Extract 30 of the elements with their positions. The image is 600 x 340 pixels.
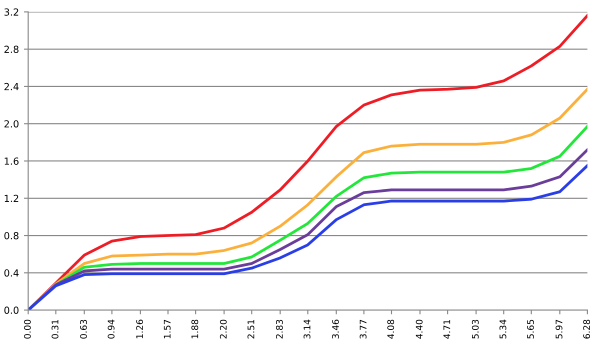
y-tick-label: 0.8	[4, 232, 19, 240]
y-tick-label: 3.2	[4, 8, 18, 16]
x-tick-label: 3.77	[360, 320, 367, 339]
x-tick-label: 2.51	[247, 320, 254, 339]
x-tick-label: 5.65	[527, 320, 534, 339]
x-tick-label: 0.00	[24, 320, 31, 339]
y-tick-label: 2.8	[4, 46, 19, 54]
x-tick-label: 0.94	[108, 320, 115, 339]
y-tick-label: 2.4	[4, 82, 19, 90]
x-tick-label: 1.26	[136, 320, 144, 338]
x-tick-label: 5.97	[556, 320, 562, 339]
y-tick-label: 0.0	[4, 306, 19, 314]
x-tick-label: 3.14	[304, 320, 310, 339]
x-tick-label: 4.40	[416, 320, 423, 339]
y-tick-label: 1.6	[4, 157, 19, 165]
y-tick-label: 0.4	[4, 269, 19, 277]
x-tick-label: 4.71	[444, 320, 450, 339]
x-tick-label: 0.31	[52, 320, 58, 339]
x-tick-label: 0.63	[80, 320, 87, 339]
x-tick-label: 1.57	[164, 320, 171, 338]
x-tick-label: 3.46	[332, 320, 339, 339]
x-tick-label: 2.83	[276, 320, 283, 339]
x-tick-label: 5.03	[472, 320, 479, 339]
x-tick-label: 1.88	[191, 320, 198, 338]
x-tick-label: 6.28	[583, 320, 590, 339]
y-tick-label: 1.2	[4, 194, 18, 202]
x-tick-label: 5.34	[499, 320, 506, 339]
x-tick-label: 4.08	[387, 320, 394, 339]
y-tick-label: 2.0	[4, 120, 19, 128]
x-tick-label: 2.20	[220, 320, 227, 339]
